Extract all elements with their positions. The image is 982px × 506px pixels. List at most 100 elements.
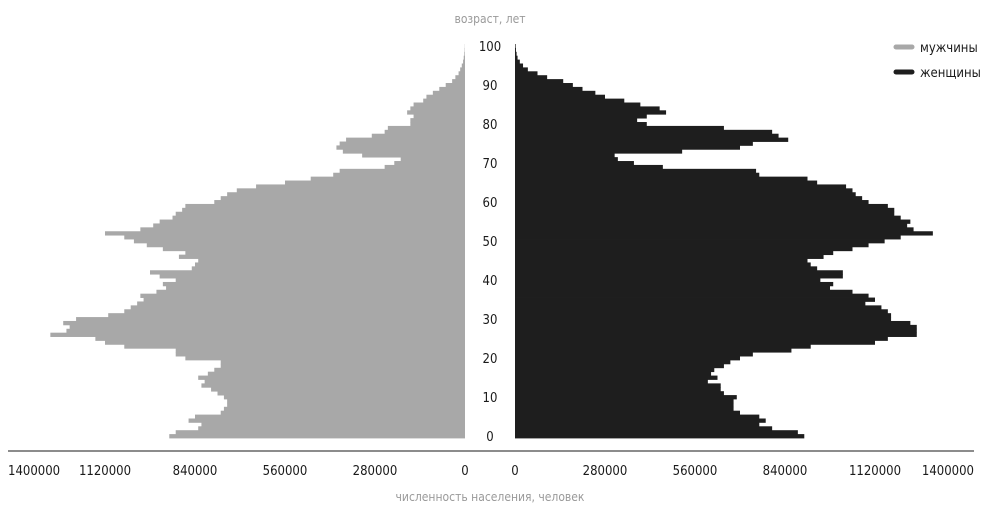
male-bar-age-52 — [105, 231, 465, 236]
left-x-tick-0: 0 — [461, 464, 468, 479]
male-bar-age-71 — [400, 157, 465, 162]
male-bar-age-32 — [124, 309, 466, 314]
age-tick-20: 20 — [483, 352, 498, 367]
female-bar-age-42 — [515, 270, 843, 275]
male-bar-age-16 — [207, 371, 465, 376]
female-bar-age-49 — [515, 242, 869, 248]
male-bar-age-74 — [336, 145, 465, 150]
right-x-tick-labels: 0 280000 560000 840000 1120000 1400000 — [511, 464, 974, 479]
female-bar-age-97 — [515, 55, 518, 61]
male-bar-age-7 — [223, 406, 465, 412]
left-x-tick-840000: 840000 — [173, 464, 218, 479]
female-bar-age-67 — [515, 172, 760, 178]
male-bar-age-95 — [461, 63, 465, 68]
male-bar-age-87 — [426, 94, 465, 100]
female-bar-age-85 — [515, 102, 641, 107]
male-bar-age-24 — [105, 340, 465, 345]
male-bar-age-0 — [169, 434, 466, 439]
female-bar-age-23 — [515, 344, 811, 349]
male-bar-age-34 — [137, 301, 465, 306]
female-bar-age-55 — [515, 219, 911, 224]
female-bar-age-5 — [515, 414, 760, 419]
male-bar-age-20 — [185, 356, 465, 361]
female-bar-age-13 — [515, 383, 721, 388]
male-bar-age-12 — [211, 387, 465, 392]
male-bar-age-93 — [458, 71, 465, 76]
female-bar-age-14 — [515, 379, 708, 384]
female-bar-age-17 — [515, 367, 715, 373]
female-bar-age-64 — [515, 184, 847, 189]
right-x-tick-1400000: 1400000 — [922, 464, 974, 479]
female-bar-age-45 — [515, 258, 808, 263]
male-bar-age-77 — [371, 133, 465, 139]
male-bar-age-51 — [124, 235, 466, 240]
female-bar-age-6 — [515, 410, 740, 415]
female-bar-age-38 — [515, 285, 830, 291]
male-bar-age-64 — [256, 184, 465, 189]
female-bar-age-43 — [515, 266, 818, 271]
female-bar-age-98 — [515, 51, 517, 57]
male-bar-age-60 — [214, 200, 465, 205]
y-axis-title: возраст, лет — [454, 12, 525, 26]
x-axis-title: численность населения, человек — [396, 490, 585, 504]
female-bar-age-56 — [515, 215, 901, 220]
female-bars — [515, 44, 933, 439]
male-bar-age-65 — [285, 180, 465, 185]
female-bar-age-44 — [515, 262, 811, 267]
female-bar-age-30 — [515, 317, 892, 322]
female-bar-age-47 — [515, 250, 834, 256]
female-bar-age-25 — [515, 336, 888, 341]
right-x-tick-0: 0 — [511, 464, 518, 479]
male-bar-age-67 — [333, 172, 465, 178]
male-bar-age-45 — [198, 258, 465, 263]
right-x-tick-560000: 560000 — [673, 464, 718, 479]
male-bar-age-18 — [220, 363, 465, 369]
male-bar-age-42 — [150, 270, 465, 275]
male-bar-age-43 — [191, 266, 466, 271]
female-bar-age-32 — [515, 309, 888, 314]
male-bar-age-62 — [227, 192, 465, 197]
left-x-tick-560000: 560000 — [263, 464, 308, 479]
male-bar-age-58 — [182, 207, 465, 213]
male-bar-age-15 — [198, 375, 465, 380]
female-bar-age-81 — [515, 118, 638, 123]
age-tick-90: 90 — [483, 79, 498, 94]
male-bar-age-96 — [463, 59, 465, 64]
female-bar-age-33 — [515, 305, 882, 310]
female-bar-age-71 — [515, 157, 618, 162]
male-bar-age-11 — [217, 391, 465, 396]
female-bar-age-84 — [515, 106, 660, 111]
female-bar-age-12 — [515, 387, 721, 392]
right-x-tick-1120000: 1120000 — [849, 464, 901, 479]
male-bar-age-37 — [156, 289, 465, 295]
female-bar-age-26 — [515, 332, 917, 337]
female-bar-age-11 — [515, 391, 724, 396]
left-x-tick-1120000: 1120000 — [79, 464, 131, 479]
male-bar-age-22 — [175, 348, 465, 353]
female-bar-age-41 — [515, 274, 843, 279]
age-tick-40: 40 — [483, 274, 498, 289]
male-bar-age-49 — [146, 242, 466, 248]
female-bar-age-60 — [515, 200, 869, 205]
female-bar-age-16 — [515, 371, 712, 376]
female-bar-age-1 — [515, 430, 798, 435]
female-bar-age-29 — [515, 320, 911, 326]
male-bar-age-92 — [455, 75, 465, 80]
male-bar-age-21 — [175, 352, 465, 357]
female-bar-age-0 — [515, 434, 805, 439]
female-bar-age-22 — [515, 348, 792, 353]
male-bar-age-80 — [410, 122, 465, 127]
female-bar-age-10 — [515, 395, 737, 400]
legend-male-label: мужчины — [920, 41, 978, 56]
male-bar-age-44 — [195, 262, 465, 267]
male-bar-age-82 — [413, 114, 465, 119]
male-bar-age-30 — [76, 317, 466, 322]
male-bar-age-40 — [175, 278, 465, 283]
female-bar-age-50 — [515, 239, 885, 244]
age-tick-10: 10 — [483, 391, 498, 406]
female-bar-age-21 — [515, 352, 753, 357]
age-tick-80: 80 — [483, 118, 498, 133]
age-tick-labels: 0 10 20 30 40 50 60 70 80 90 100 — [479, 40, 501, 445]
female-bar-age-54 — [515, 223, 908, 228]
male-bar-age-46 — [178, 254, 465, 259]
